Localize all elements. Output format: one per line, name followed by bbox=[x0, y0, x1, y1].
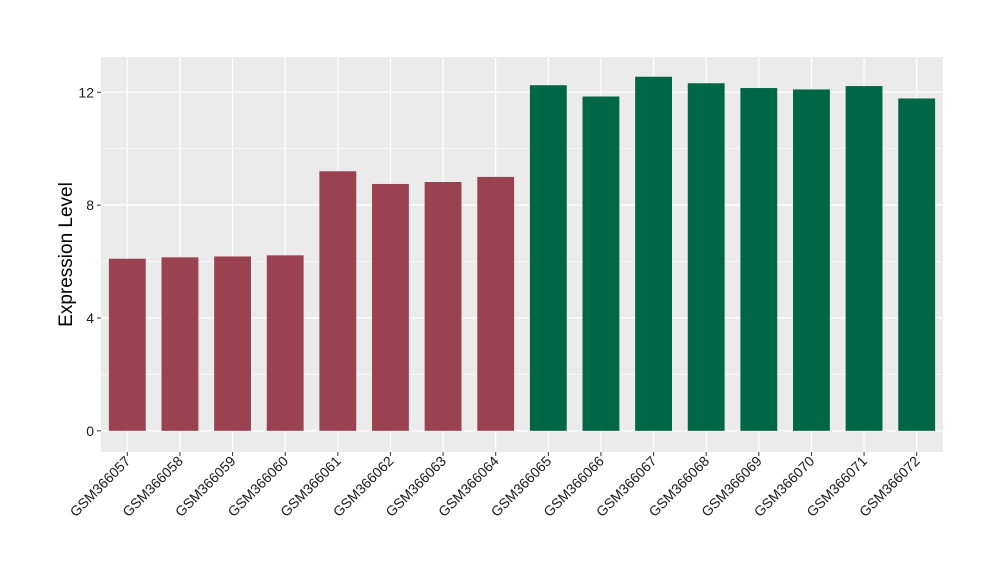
y-tick-label: 8 bbox=[86, 197, 94, 213]
bar bbox=[635, 76, 672, 431]
bar bbox=[214, 256, 251, 431]
bar bbox=[845, 86, 883, 431]
y-axis-title: Expression Level bbox=[56, 182, 77, 327]
bar bbox=[161, 257, 199, 431]
bar bbox=[529, 85, 567, 431]
bar bbox=[740, 88, 778, 431]
bars bbox=[108, 76, 936, 431]
y-tick-label: 0 bbox=[86, 423, 94, 439]
bar bbox=[266, 255, 304, 431]
bar bbox=[108, 258, 146, 431]
bar bbox=[793, 89, 830, 431]
bar bbox=[582, 96, 620, 431]
y-tick-label: 4 bbox=[86, 310, 94, 326]
bar bbox=[319, 171, 357, 431]
y-axis: 0 4 8 12 bbox=[78, 84, 101, 439]
y-tick-label: 12 bbox=[78, 84, 94, 100]
bar bbox=[898, 98, 936, 431]
bar bbox=[424, 181, 462, 431]
bar bbox=[477, 176, 515, 431]
bar bbox=[372, 183, 409, 431]
x-axis: GSM366057GSM366058GSM366059GSM366060GSM3… bbox=[67, 452, 923, 520]
bar bbox=[687, 83, 725, 431]
